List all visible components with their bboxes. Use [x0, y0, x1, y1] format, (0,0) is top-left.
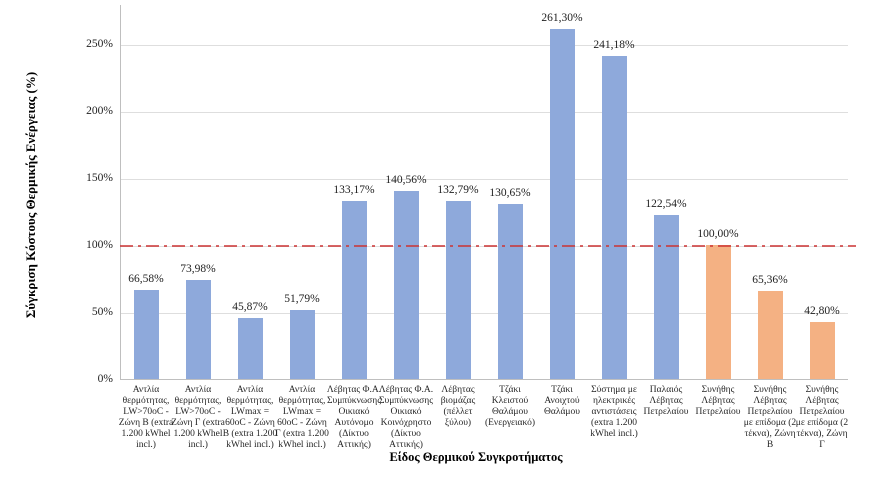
bar — [445, 201, 471, 379]
reference-line-100pct — [120, 245, 856, 247]
bar-value-label: 42,80% — [804, 305, 840, 317]
bar — [653, 215, 679, 379]
bar-value-label: 100,00% — [697, 228, 739, 240]
x-axis-category-labels: Αντλία θερμότητας, LW>70oC - Ζώνη Β (ext… — [118, 385, 849, 465]
x-axis-line — [120, 379, 848, 380]
category-label: Τζάκι Ανοιχτού Θαλάμου — [544, 385, 580, 417]
category-label: Σύστημα με ηλεκτρικές αντιστάσεις (extra… — [590, 385, 638, 439]
bar-value-label: 65,36% — [752, 274, 788, 286]
plot-area: 66,58% 73,98% 45,87% 51,79% 133,17% 140,56% 13… — [120, 5, 856, 380]
y-tick-label: 0% — [97, 373, 113, 385]
bar-value-label: 261,30% — [541, 12, 583, 24]
category-label: Παλαιός Λέβητας Πετρελαίου — [643, 385, 689, 417]
category-label: Αντλία θερμότητας, LWmax = 60oC - Ζώνη Γ… — [275, 385, 329, 450]
y-axis-line — [120, 5, 121, 380]
x-axis-title: Είδος Θερμικού Συγκροτήματος — [389, 450, 563, 464]
bar — [133, 290, 159, 379]
bar — [705, 245, 731, 379]
gridline — [120, 44, 848, 46]
category-label: Τζάκι Κλειστού Θαλάμου (Ενεργειακό) — [484, 385, 536, 428]
bar-value-label: 130,65% — [489, 187, 531, 199]
y-tick-label: 100% — [86, 239, 113, 252]
category-label: Συνήθης Λέβητας Πετρελαίου με επίδομα (2… — [795, 385, 849, 450]
y-axis-tick-labels: 0% 50% 100% 150% 200% 250% — [0, 5, 113, 385]
category-label: Αντλία θερμότητας, LW>70oC - Ζώνη Β (ext… — [118, 385, 174, 450]
category-label: Λέβητας Φ.Α. Συμπύκνωσης Οικιακό Κοινόχρ… — [378, 385, 434, 450]
category-label: Αντλία θερμότητας, LWmax = 60oC - Ζώνη Β… — [222, 385, 278, 450]
bar — [289, 310, 315, 379]
bar-value-label: 132,79% — [437, 184, 479, 196]
category-label: Συνήθης Λέβητας Πετρελαίου με επίδομα (2… — [743, 385, 797, 450]
bar-value-label: 66,58% — [128, 273, 164, 285]
bar-value-label: 140,56% — [385, 174, 427, 186]
gridline — [120, 312, 848, 314]
gridline — [120, 178, 848, 180]
bar — [341, 201, 367, 379]
category-label: Λέβητας Φ.Α. Συμπύκνωσης Οικιακό Αυτόνομ… — [326, 385, 382, 450]
gridline — [120, 111, 848, 113]
bar — [601, 56, 627, 379]
y-tick-label: 200% — [86, 105, 113, 118]
bar-value-label: 51,79% — [284, 293, 320, 305]
category-label: Συνήθης Λέβητας Πετρελαίου — [695, 385, 741, 417]
bar — [809, 322, 835, 379]
y-tick-label: 50% — [91, 306, 113, 318]
bar-value-label: 122,54% — [645, 198, 687, 210]
bar-value-label: 45,87% — [232, 301, 268, 313]
bar — [237, 318, 263, 379]
category-label: Αντλία θερμότητας, LW>70oC - Ζώνη Γ (ext… — [171, 385, 225, 450]
bar — [497, 204, 523, 379]
y-tick-label: 250% — [86, 38, 113, 51]
y-tick-label: 150% — [86, 172, 113, 185]
bar — [185, 280, 211, 379]
bar — [393, 191, 419, 379]
bar-value-label: 241,18% — [593, 39, 635, 51]
category-label: Λέβητας βιομάζας (πέλλετ ξύλου) — [440, 385, 476, 428]
bar-value-label: 73,98% — [180, 263, 216, 275]
bar-value-label: 133,17% — [333, 184, 375, 196]
bar — [549, 29, 575, 379]
bar — [757, 291, 783, 379]
